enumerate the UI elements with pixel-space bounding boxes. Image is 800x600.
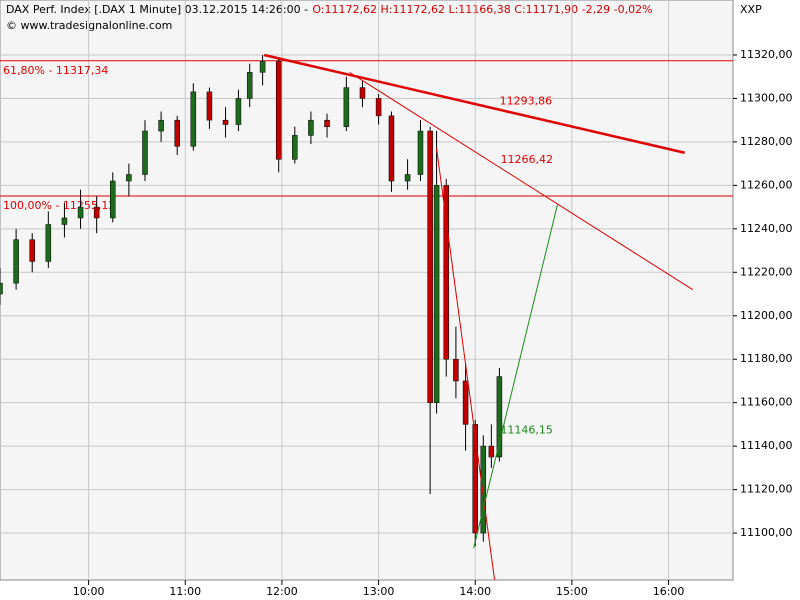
level-label: 100,00% - 11255,12 bbox=[3, 199, 115, 212]
candle-body bbox=[174, 119, 180, 147]
x-tick-label: 13:00 bbox=[363, 585, 395, 598]
candle-body bbox=[496, 376, 503, 458]
x-tick-label: 14:00 bbox=[459, 585, 491, 598]
y-tick-label: 11160,00 bbox=[740, 396, 793, 409]
candle-body bbox=[126, 174, 132, 182]
y-tick-label: 11120,00 bbox=[740, 483, 793, 496]
candle-body bbox=[190, 91, 197, 147]
candle-body bbox=[29, 239, 35, 262]
x-tick-label: 12:00 bbox=[266, 585, 298, 598]
trend-line bbox=[436, 148, 496, 581]
candle-body bbox=[222, 119, 229, 125]
candle-body bbox=[275, 61, 282, 160]
y-tick-label: 11100,00 bbox=[740, 526, 793, 539]
candle-body bbox=[206, 91, 213, 121]
trend-label: 11293,86 bbox=[500, 95, 552, 108]
candle-body bbox=[359, 87, 366, 99]
x-tick-label: 10:00 bbox=[73, 585, 105, 598]
trend-label: 11146,15 bbox=[500, 423, 553, 436]
y-tick-label: 11260,00 bbox=[740, 178, 793, 191]
x-tick-label: 16:00 bbox=[653, 585, 685, 598]
candle-body bbox=[427, 130, 433, 403]
y-tick-label: 11240,00 bbox=[740, 222, 793, 235]
trend-line bbox=[349, 71, 693, 291]
candle-body bbox=[433, 185, 440, 403]
candle-body bbox=[472, 424, 478, 534]
y-tick-label: 11280,00 bbox=[740, 135, 793, 148]
candle-body bbox=[158, 119, 164, 132]
candle-body bbox=[308, 119, 314, 136]
plot-area bbox=[0, 0, 734, 581]
y-tick-label: 11300,00 bbox=[740, 91, 793, 104]
candle-body bbox=[324, 119, 330, 127]
level-label: 61,80% - 11317,34 bbox=[3, 64, 108, 77]
candle-body bbox=[77, 206, 84, 219]
candle-body bbox=[417, 130, 424, 175]
y-tick-label: 11320,00 bbox=[740, 48, 793, 61]
candle-body bbox=[235, 98, 242, 125]
trend-line bbox=[473, 204, 558, 549]
candle-body bbox=[488, 445, 495, 458]
candle-body bbox=[388, 115, 395, 182]
candle-body bbox=[404, 174, 411, 182]
header-line: DAX Perf. Index [.DAX 1 Minute] 03.12.20… bbox=[6, 3, 653, 16]
candle-body bbox=[142, 130, 148, 175]
candle-body bbox=[480, 445, 487, 534]
candle-body bbox=[292, 135, 298, 160]
y-tick-label: 11200,00 bbox=[740, 309, 793, 322]
y-tick-label: 11180,00 bbox=[740, 352, 793, 365]
candle-body bbox=[13, 239, 19, 284]
axis-code: XXP bbox=[740, 3, 762, 16]
x-tick-label: 11:00 bbox=[169, 585, 201, 598]
candle-body bbox=[0, 282, 3, 295]
candle-body bbox=[462, 380, 469, 425]
x-tick-label: 15:00 bbox=[556, 585, 588, 598]
header-quote: O:11172,62 H:11172,62 L:11166,38 C:11171… bbox=[312, 3, 652, 16]
header-instrument: DAX Perf. Index [.DAX 1 Minute] 03.12.20… bbox=[6, 3, 308, 16]
source: © www.tradesignalonline.com bbox=[6, 19, 172, 32]
y-tick-label: 11220,00 bbox=[740, 265, 793, 278]
trend-label: 11266,42 bbox=[501, 153, 554, 166]
candle-body bbox=[45, 224, 52, 262]
candle-body bbox=[246, 72, 253, 99]
candle-body bbox=[443, 185, 449, 360]
y-tick-label: 11140,00 bbox=[740, 439, 793, 452]
candle-body bbox=[259, 61, 266, 73]
candle-body bbox=[93, 206, 100, 219]
candle-body bbox=[375, 98, 382, 117]
candle-body bbox=[453, 358, 459, 382]
trend-line bbox=[263, 53, 685, 154]
candle-body bbox=[61, 217, 68, 225]
candle-body bbox=[110, 180, 116, 219]
candle-body bbox=[343, 87, 350, 127]
